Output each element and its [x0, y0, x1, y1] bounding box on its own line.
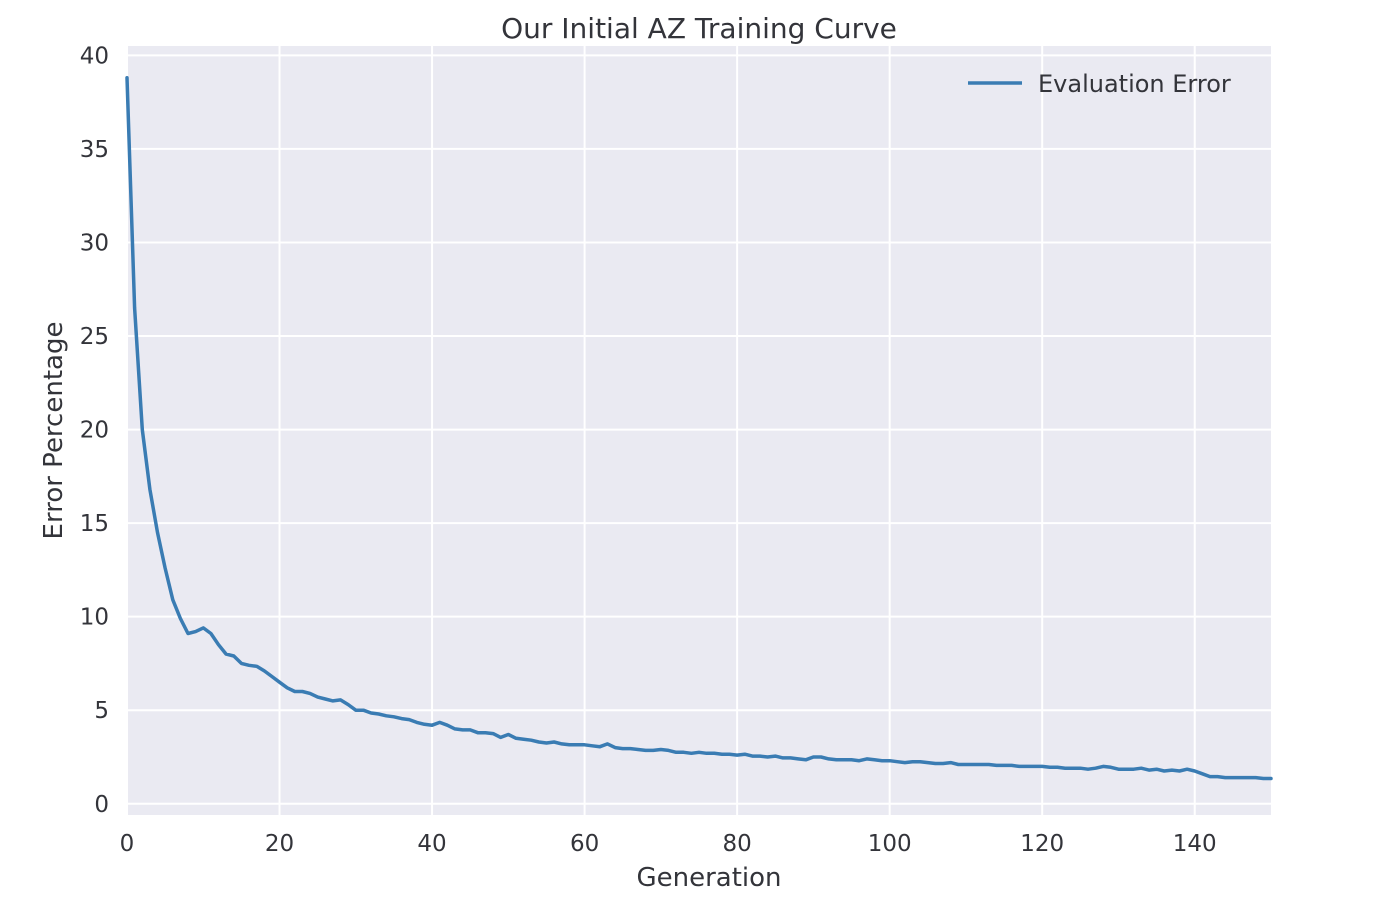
y-axis-label: Error Percentage [39, 322, 69, 540]
x-tick-label: 120 [1020, 831, 1064, 857]
y-tick-label: 15 [80, 511, 109, 537]
series-line-evaluation-error [125, 76, 1273, 781]
x-tick-label: 60 [570, 831, 599, 857]
y-tick-label: 5 [94, 698, 109, 724]
y-tick-labels: 0 5 10 15 20 25 30 35 40 [80, 43, 109, 817]
y-tick-label: 10 [80, 605, 109, 631]
x-tick-label: 100 [868, 831, 912, 857]
y-tick-label: 30 [80, 230, 109, 256]
grid [126, 46, 1271, 815]
x-tick-labels: 0 20 40 60 80 100 120 140 [120, 831, 1217, 857]
chart-title: Our Initial AZ Training Curve [501, 12, 897, 45]
x-axis-label: Generation [636, 863, 781, 893]
y-tick-label: 20 [80, 418, 109, 444]
legend: Evaluation Error [968, 70, 1231, 98]
series-layer [125, 76, 1273, 781]
legend-label-evaluation-error: Evaluation Error [1038, 70, 1231, 98]
y-tick-label: 40 [80, 43, 109, 69]
x-tick-label: 40 [417, 831, 446, 857]
y-tick-label: 0 [94, 792, 109, 818]
y-tick-label: 35 [80, 137, 109, 163]
x-tick-label: 80 [722, 831, 751, 857]
y-tick-label: 25 [80, 324, 109, 350]
x-tick-label: 140 [1173, 831, 1217, 857]
x-tick-label: 20 [265, 831, 294, 857]
x-tick-label: 0 [120, 831, 135, 857]
